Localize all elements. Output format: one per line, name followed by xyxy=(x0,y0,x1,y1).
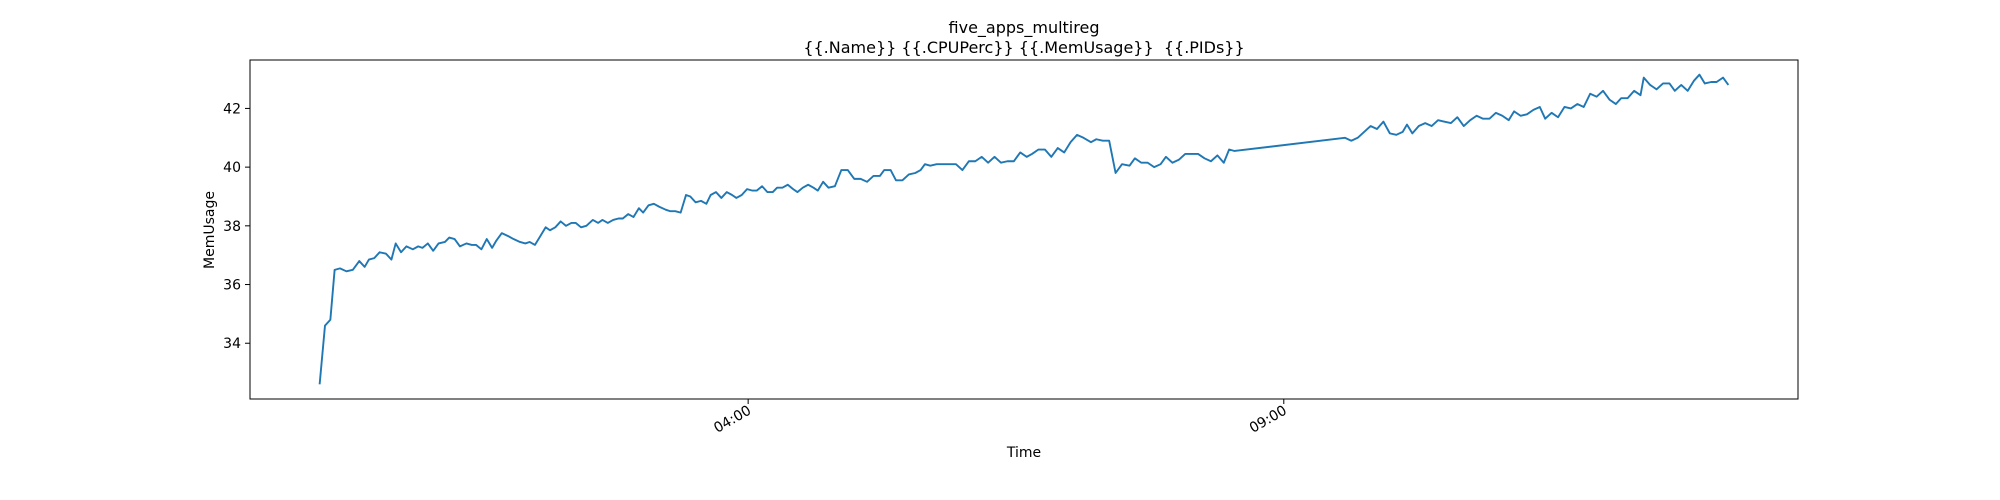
y-tick-label: 38 xyxy=(223,219,241,235)
y-tick-label: 40 xyxy=(223,160,241,176)
y-tick-label: 36 xyxy=(223,278,241,294)
y-axis-label: MemUsage xyxy=(202,191,218,269)
y-tick-label: 34 xyxy=(223,336,241,352)
chart-subtitle: {{.Name}} {{.CPUPerc}} {{.MemUsage}} {{.… xyxy=(803,38,1244,57)
y-tick-label: 42 xyxy=(223,101,241,117)
chart-title: five_apps_multireg xyxy=(949,18,1100,38)
plot-frame xyxy=(249,59,1799,400)
x-axis-label: Time xyxy=(1006,445,1041,461)
data-line xyxy=(318,73,1730,385)
